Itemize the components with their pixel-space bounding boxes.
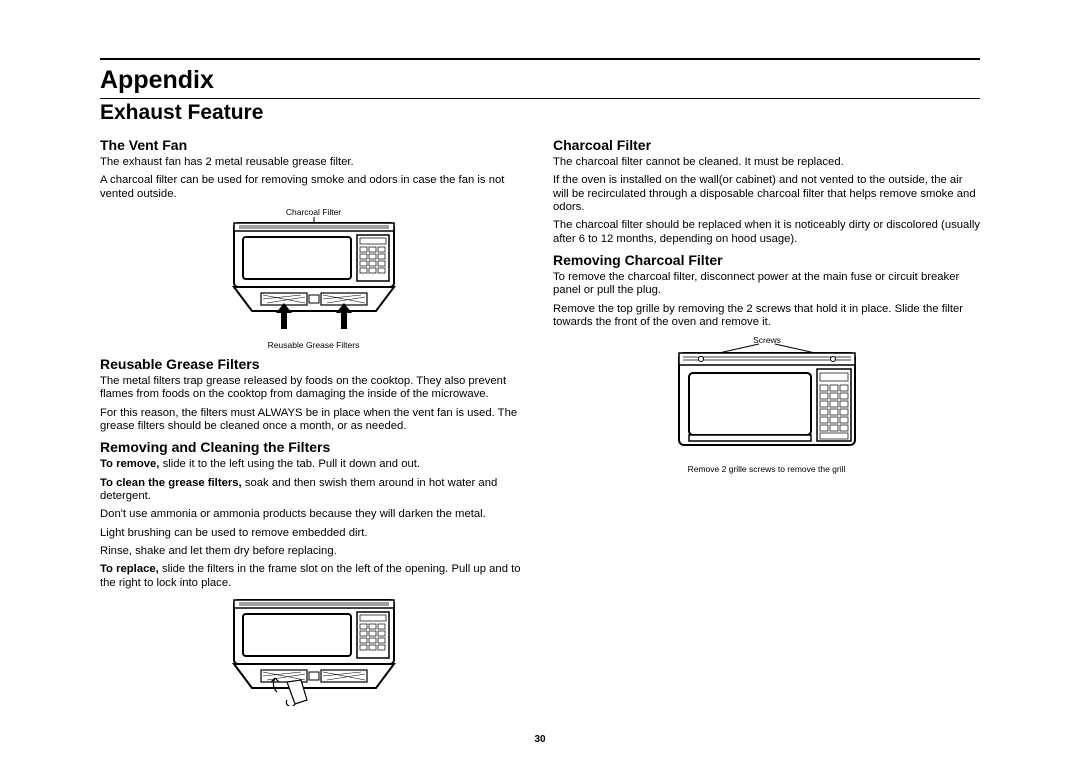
text-replace: To replace, slide the filters in the fra… [100,563,527,590]
right-column: Charcoal Filter The charcoal filter cann… [553,131,980,717]
figure-1: Charcoal Filter [100,207,527,350]
page-title: Appendix [100,66,980,95]
fig1-top-label: Charcoal Filter [100,207,527,217]
top-rule [100,58,980,60]
microwave-bottom-view-icon [229,217,399,335]
text-ammonia: Don't use ammonia or ammonia products be… [100,508,527,521]
text-vent-1: The exhaust fan has 2 metal reusable gre… [100,156,527,169]
microwave-filter-remove-icon [229,596,399,706]
text-remchar-2: Remove the top grille by removing the 2 … [553,303,980,330]
figure-2 [100,596,527,711]
microwave-front-screws-icon: Screws [667,335,867,457]
two-column-layout: The Vent Fan The exhaust fan has 2 metal… [100,131,980,717]
text-rinse: Rinse, shake and let them dry before rep… [100,545,527,558]
text-char-3: The charcoal filter should be replaced w… [553,219,980,246]
text-char-1: The charcoal filter cannot be cleaned. I… [553,156,980,169]
heading-removing-cleaning: Removing and Cleaning the Filters [100,439,527,455]
left-column: The Vent Fan The exhaust fan has 2 metal… [100,131,527,717]
page-number: 30 [0,734,1080,745]
fig1-bottom-label: Reusable Grease Filters [100,340,527,350]
section-title: Exhaust Feature [100,101,980,125]
fig3-screws-label: Screws [753,335,781,345]
text-reuse-2: For this reason, the filters must ALWAYS… [100,407,527,434]
text-clean: To clean the grease filters, soak and th… [100,477,527,504]
text-vent-2: A charcoal filter can be used for removi… [100,174,527,201]
text-remchar-1: To remove the charcoal filter, disconnec… [553,271,980,298]
text-reuse-1: The metal filters trap grease released b… [100,375,527,402]
fig3-caption: Remove 2 grille screws to remove the gri… [553,464,980,474]
heading-vent-fan: The Vent Fan [100,137,527,153]
heading-reusable-filters: Reusable Grease Filters [100,356,527,372]
text-char-2: If the oven is installed on the wall(or … [553,174,980,214]
title-underline [100,98,980,99]
figure-3: Screws [553,335,980,474]
text-remove: To remove, slide it to the left using th… [100,458,527,471]
text-brush: Light brushing can be used to remove emb… [100,527,527,540]
heading-removing-charcoal: Removing Charcoal Filter [553,252,980,268]
heading-charcoal: Charcoal Filter [553,137,980,153]
